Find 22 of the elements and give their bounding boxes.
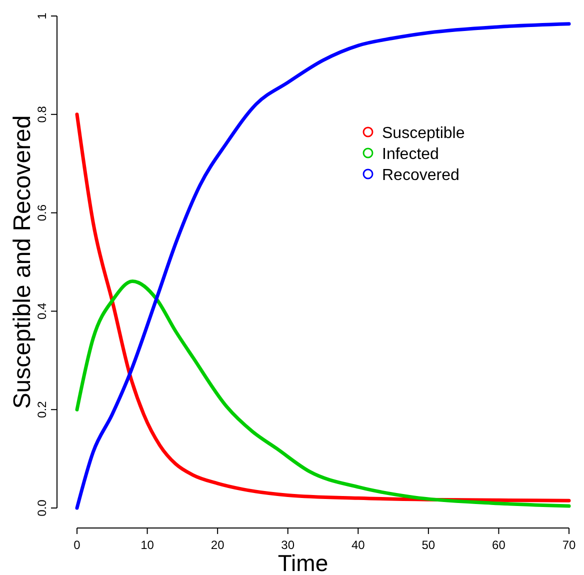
y-tick-label: 0.0 bbox=[35, 499, 49, 516]
y-tick-label: 0.2 bbox=[35, 400, 49, 418]
x-tick-label: 50 bbox=[422, 538, 436, 552]
legend-label: Infected bbox=[382, 146, 439, 163]
line-series bbox=[75, 22, 571, 510]
x-tick-label: 40 bbox=[351, 538, 366, 552]
x-tick-label: 70 bbox=[562, 538, 576, 552]
x-tick-label: 60 bbox=[492, 538, 506, 552]
line-series bbox=[75, 279, 571, 508]
x-tick-label: 10 bbox=[140, 538, 154, 552]
y-tick-label: 0.4 bbox=[35, 302, 49, 320]
y-tick-label: 0.8 bbox=[35, 106, 49, 123]
line-series bbox=[75, 112, 571, 502]
x-tick-label: 0 bbox=[74, 538, 81, 552]
x-axis-title: Time bbox=[278, 550, 328, 575]
y-tick-label: 0.6 bbox=[35, 204, 49, 222]
legend-label: Susceptible bbox=[382, 125, 465, 142]
legend-label: Recovered bbox=[382, 167, 460, 184]
x-tick-label: 30 bbox=[281, 538, 295, 552]
x-tick-label: 20 bbox=[210, 538, 225, 552]
y-tick-label: 1 bbox=[35, 12, 49, 20]
y-axis-title: Susceptible and Recovered bbox=[9, 115, 36, 409]
